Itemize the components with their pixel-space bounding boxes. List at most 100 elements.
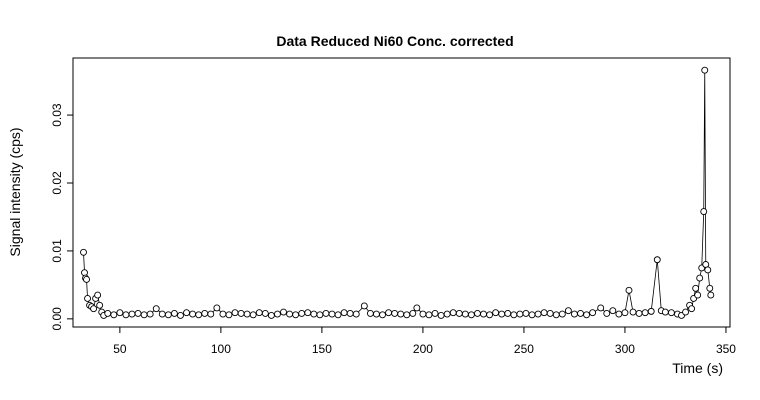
data-point — [431, 309, 439, 317]
data-point — [328, 310, 336, 318]
data-point — [474, 309, 481, 317]
y-tick-label: 0.00 — [50, 307, 64, 331]
data-point — [540, 309, 548, 317]
data-point — [213, 304, 221, 312]
data-point — [128, 310, 136, 318]
data-point — [346, 309, 354, 317]
data-point — [316, 311, 324, 319]
data-point — [322, 309, 330, 317]
data-point — [340, 309, 348, 317]
data-point — [267, 312, 275, 319]
chart-title: Data Reduced Ni60 Conc. corrected — [276, 33, 513, 49]
data-point — [413, 304, 421, 312]
x-tick-label: 300 — [615, 342, 635, 356]
data-point — [701, 66, 709, 74]
data-point — [237, 309, 245, 317]
data-point — [134, 309, 142, 317]
data-point — [366, 309, 374, 317]
data-point — [372, 310, 380, 318]
x-tick-label: 50 — [113, 342, 127, 356]
data-point — [625, 286, 633, 294]
data-point — [261, 309, 269, 317]
data-point — [528, 311, 536, 319]
data-point — [667, 309, 675, 317]
data-point — [510, 311, 518, 319]
data-point — [385, 309, 393, 317]
data-point — [425, 311, 433, 319]
data-point — [461, 310, 469, 318]
data-point — [94, 291, 102, 299]
data-point — [96, 301, 104, 309]
y-axis-label: Signal intensity (cps) — [7, 127, 23, 256]
data-point — [534, 310, 542, 318]
data-point — [577, 309, 584, 317]
data-point — [231, 309, 239, 317]
data-point — [255, 309, 263, 317]
data-point — [629, 308, 637, 316]
data-point — [437, 312, 445, 319]
x-tick-label: 200 — [413, 342, 433, 356]
data-point — [504, 309, 512, 317]
data-point — [641, 309, 649, 317]
data-point — [140, 311, 148, 319]
y-tick-label: 0.01 — [50, 239, 64, 263]
data-point — [104, 309, 112, 317]
data-point — [546, 309, 554, 317]
data-point — [621, 309, 629, 317]
data-point — [84, 295, 91, 302]
data-point — [704, 266, 712, 274]
data-point — [700, 208, 708, 215]
data-point — [207, 310, 215, 318]
data-point — [152, 305, 160, 313]
data-point — [310, 310, 318, 318]
data-point — [589, 309, 597, 317]
data-point — [195, 311, 203, 319]
x-tick-label: 100 — [211, 342, 231, 356]
data-point — [661, 308, 669, 316]
data-point — [443, 310, 451, 318]
data-point — [692, 284, 700, 292]
data-point — [397, 310, 405, 318]
data-point — [292, 311, 300, 319]
data-point — [90, 305, 98, 313]
data-point — [498, 310, 506, 318]
data-point — [146, 310, 154, 318]
data-point — [225, 311, 233, 319]
y-tick-label: 0.03 — [50, 103, 64, 127]
data-point — [647, 307, 655, 315]
data-point — [653, 256, 661, 264]
data-point — [570, 310, 578, 318]
data-point — [615, 310, 623, 318]
data-point — [522, 309, 530, 317]
data-point — [603, 309, 611, 317]
data-point — [558, 310, 566, 318]
data-point — [274, 310, 281, 318]
data-point — [696, 274, 704, 282]
data-point — [360, 302, 368, 310]
data-point — [688, 305, 696, 313]
data-point — [164, 311, 172, 319]
data-point — [564, 307, 572, 315]
data-point — [298, 309, 306, 317]
data-point — [583, 311, 591, 319]
data-point — [597, 304, 605, 312]
data-point — [635, 309, 643, 317]
data-point — [177, 312, 184, 319]
data-point — [707, 291, 715, 299]
data-point — [467, 311, 475, 319]
data-point — [480, 310, 487, 318]
data-point — [304, 309, 312, 317]
data-point — [249, 311, 257, 319]
data-point — [116, 309, 124, 317]
data-point — [122, 311, 130, 319]
data-point — [110, 311, 118, 319]
data-point — [280, 308, 287, 316]
data-point — [158, 310, 166, 318]
data-point — [183, 309, 190, 317]
data-point — [201, 309, 209, 317]
x-tick-label: 250 — [514, 342, 534, 356]
x-tick-label: 150 — [312, 342, 332, 356]
data-point — [694, 291, 702, 299]
